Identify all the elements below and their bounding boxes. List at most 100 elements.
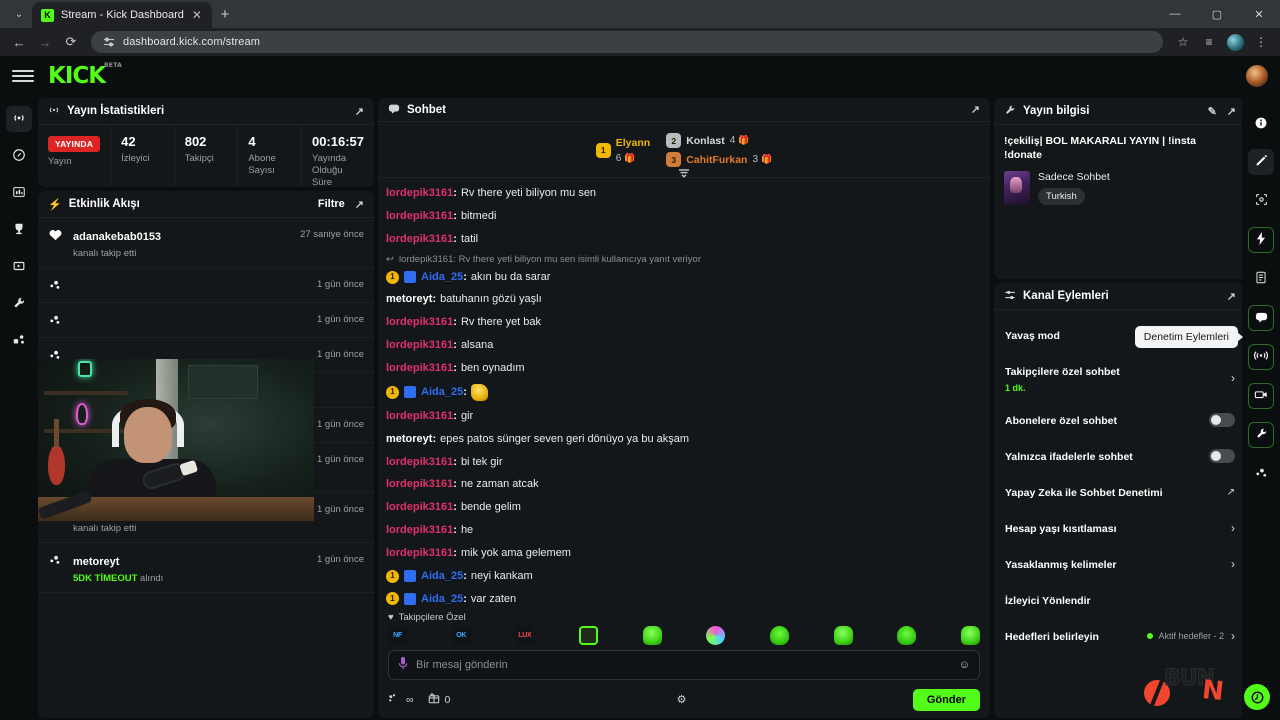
forward-button[interactable]: → (38, 34, 52, 50)
rail-item-video[interactable] (1248, 383, 1274, 409)
rail-item-analytics[interactable] (6, 180, 32, 206)
chat-username[interactable]: lordepik3161 (386, 232, 454, 245)
user-avatar[interactable] (1246, 65, 1268, 87)
gear-icon[interactable]: ⚙ (676, 694, 687, 707)
stream-category-row[interactable]: Sadece Sohbet Turkish (1004, 171, 1236, 206)
rail-item-activity[interactable] (1248, 227, 1274, 253)
chat-username[interactable]: Aida_25 (421, 270, 464, 283)
emote-blob-green[interactable] (769, 625, 789, 645)
stream-video-preview[interactable] (38, 359, 314, 521)
chat-message[interactable]: lordepik3161: bi tek gir (386, 451, 982, 474)
emote-angry-green[interactable] (578, 625, 598, 645)
chevron-right-icon[interactable]: › (1231, 557, 1235, 571)
emote-nf[interactable]: NF (388, 625, 407, 645)
browser-menu-icon[interactable]: ⋮ (1255, 35, 1267, 49)
expand-icon[interactable]: ↗ (1226, 105, 1236, 118)
maximize-button[interactable]: ▢ (1211, 8, 1223, 21)
external-link-icon[interactable]: ↗ (1226, 486, 1235, 498)
send-button[interactable]: Gönder (912, 688, 980, 711)
chat-message[interactable]: lordepik3161: mik yok ama gelemem (386, 542, 982, 565)
chat-message[interactable]: lordepik3161: bende gelim (386, 496, 982, 519)
chat-message[interactable]: 1 Aida_25: akın bu da sarar (386, 266, 982, 289)
chat-username[interactable]: Aida_25 (421, 592, 464, 605)
chevron-right-icon[interactable]: › (1231, 521, 1235, 535)
activity-item[interactable]: 1 gün önce (38, 303, 374, 338)
rail-item-chat[interactable] (1248, 305, 1274, 331)
chat-message[interactable]: metoreyt: epes patos sünger seven geri dö… (386, 428, 982, 451)
expand-icon[interactable]: ↗ (970, 104, 980, 117)
chat-input[interactable]: Bir mesaj gönderin ☺ (388, 649, 980, 680)
chat-message[interactable]: metoreyt: batuhanın gözü yaşlı (386, 288, 982, 311)
chat-message[interactable]: 1 Aida_25: neyi kankam (386, 565, 982, 588)
identity-chip[interactable]: ∞ (388, 693, 414, 707)
activity-item[interactable]: metoreyt 5DK TİMEOUT alındı 1 gün önce (38, 543, 374, 593)
channel-action-item[interactable]: Yalnızca ifadelerle sohbet (994, 438, 1246, 474)
chat-message[interactable]: 1 Aida_25: var zaten (386, 588, 982, 608)
emote-rgb-face[interactable] (706, 625, 726, 645)
chat-username[interactable]: lordepik3161 (386, 316, 454, 329)
chat-message[interactable]: lordepik3161: Rv there yet bak (386, 311, 982, 334)
chat-message-list[interactable]: lordepik3161: Rv there yeti biliyon mu se… (378, 178, 990, 608)
emote-happy-green[interactable] (960, 625, 980, 645)
channel-action-item[interactable]: Hedefleri belirleyin Aktif hedefler - 2 › (994, 618, 1246, 654)
activity-item[interactable]: adanakebab0153 kanalı takip etti 27 saniye… (38, 218, 374, 268)
toggle-switch[interactable] (1209, 449, 1235, 463)
chat-message[interactable]: lordepik3161: alsana (386, 334, 982, 357)
chat-message[interactable]: lordepik3161: bitmedi (386, 205, 982, 228)
rail-item-more[interactable] (1248, 461, 1274, 487)
tab-search-icon[interactable]: ⌄ (14, 8, 24, 20)
chat-username[interactable]: lordepik3161 (386, 455, 454, 468)
rail-item-insights[interactable] (6, 143, 32, 169)
chat-message[interactable]: lordepik3161: he (386, 519, 982, 542)
chat-message[interactable]: lordepik3161: gir (386, 405, 982, 428)
expand-icon[interactable]: ↗ (1226, 290, 1236, 303)
chat-message[interactable]: lordepik3161: ne zaman atcak (386, 473, 982, 496)
emote-ghost-green[interactable] (642, 625, 662, 645)
chat-username[interactable]: lordepik3161 (386, 478, 454, 491)
browser-tab[interactable]: K Stream - Kick Dashboard ✕ (32, 2, 212, 28)
chat-username[interactable]: lordepik3161 (386, 501, 454, 514)
chat-username[interactable]: lordepik3161 (386, 546, 454, 559)
minimize-button[interactable]: — (1169, 8, 1181, 20)
leaderboard-entry-1[interactable]: 1 Elyann 6 🎁 (595, 137, 650, 164)
rail-item-clips[interactable] (6, 254, 32, 280)
chat-username[interactable]: lordepik3161 (386, 361, 454, 374)
chat-username[interactable]: lordepik3161 (386, 409, 454, 422)
chat-message[interactable]: lordepik3161: ben oynadım (386, 357, 982, 380)
back-button[interactable]: ← (12, 34, 26, 50)
window-close-button[interactable]: ✕ (1254, 8, 1264, 21)
channel-action-item[interactable]: Takipçilere özel sohbet 1 dk. › (994, 353, 1246, 402)
expand-icon[interactable]: ↗ (354, 198, 364, 211)
collapse-chevron-icon[interactable] (673, 168, 695, 180)
mic-icon[interactable] (398, 656, 408, 673)
pencil-icon[interactable]: ✎ (1207, 105, 1217, 118)
channel-action-item[interactable]: Yapay Zeka ile Sohbet Denetimi ↗ (994, 474, 1246, 510)
channel-action-item[interactable]: Hesap yaşı kısıtlaması › (994, 510, 1246, 546)
chat-username[interactable]: lordepik3161 (386, 524, 454, 537)
emote-lux[interactable]: LUX (515, 625, 535, 645)
rail-item-tools[interactable] (6, 291, 32, 317)
filter-button[interactable]: Filtre (317, 198, 345, 210)
channel-action-item[interactable]: Yasaklanmış kelimeler › (994, 546, 1246, 582)
chat-username[interactable]: Aida_25 (421, 385, 464, 398)
rail-item-moderation[interactable] (1248, 266, 1274, 292)
close-icon[interactable]: ✕ (191, 8, 202, 22)
chat-username[interactable]: Aida_25 (421, 569, 464, 582)
chat-username[interactable]: metoreyt (386, 293, 433, 306)
chat-username[interactable]: lordepik3161 (386, 187, 454, 200)
emote-grin-green[interactable] (897, 625, 917, 645)
leaderboard-entry-3[interactable]: 3 CahitFurkan 3 🎁 (666, 152, 772, 168)
rail-item-settings-wrench[interactable] (1248, 422, 1274, 448)
emote-quick-bar[interactable]: NF OK LUX (378, 625, 990, 650)
help-chat-button[interactable] (1244, 684, 1270, 710)
bookmark-star-icon[interactable]: ☆ (1177, 35, 1189, 49)
hamburger-icon[interactable] (12, 70, 34, 82)
chat-message[interactable]: lordepik3161: tatil (386, 228, 982, 251)
channel-action-item[interactable]: İzleyici Yönlendir (994, 582, 1246, 618)
rail-item-community[interactable] (6, 328, 32, 354)
emote-smile-green[interactable] (833, 625, 853, 645)
chat-username[interactable]: metoreyt (386, 432, 433, 445)
activity-item[interactable]: 1 gün önce (38, 268, 374, 303)
rail-item-info[interactable] (1248, 110, 1274, 136)
